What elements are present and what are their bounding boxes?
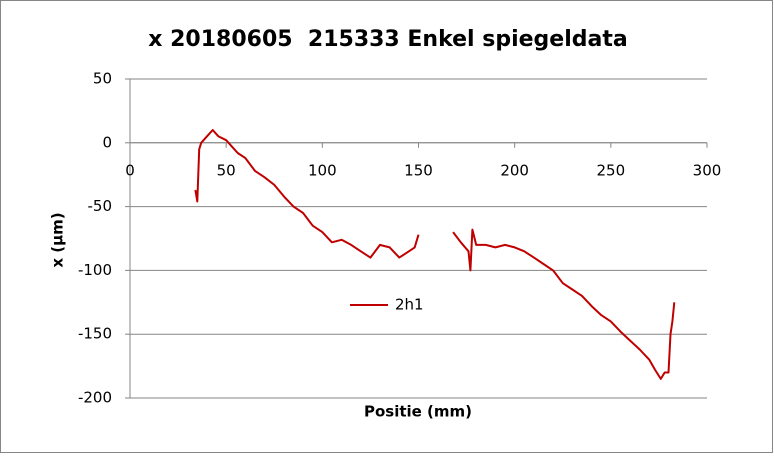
x-tick-label: 100 (308, 161, 337, 179)
chart-title: x 20180605 215333 Enkel spiegeldata (148, 27, 627, 52)
y-tick-label: -200 (78, 389, 112, 407)
x-tick-label: 300 (693, 161, 722, 179)
x-tick-label: 0 (125, 161, 135, 179)
x-tick-label: 200 (500, 161, 529, 179)
y-axis-label: x (µm) (49, 212, 67, 267)
x-tick-label: 50 (217, 161, 236, 179)
y-tick-label: -150 (78, 325, 112, 343)
x-axis-label: Positie (mm) (364, 403, 472, 421)
x-tick-label: 150 (404, 161, 433, 179)
legend-label: 2h1 (395, 296, 424, 314)
y-tick-label: -100 (78, 261, 112, 279)
x-tick-label: 250 (597, 161, 626, 179)
y-tick-label: 50 (93, 70, 112, 88)
data-line (194, 129, 676, 380)
y-tick-label: 0 (102, 133, 112, 151)
y-tick-label: -50 (88, 197, 113, 215)
